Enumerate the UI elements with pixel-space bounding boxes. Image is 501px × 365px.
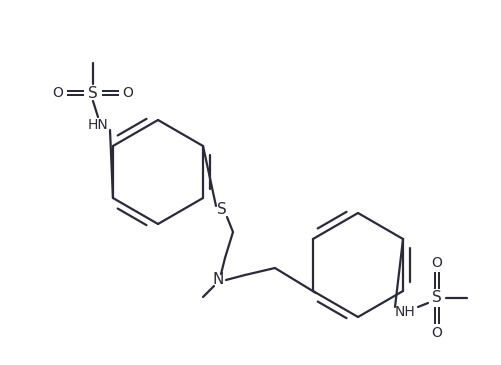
- Text: HN: HN: [88, 118, 108, 132]
- Text: N: N: [212, 273, 223, 288]
- Text: S: S: [88, 85, 98, 100]
- Text: O: O: [431, 256, 442, 270]
- Text: S: S: [217, 203, 227, 218]
- Text: O: O: [123, 86, 133, 100]
- Text: S: S: [432, 291, 442, 306]
- Text: O: O: [53, 86, 64, 100]
- Text: NH: NH: [395, 305, 415, 319]
- Text: O: O: [431, 326, 442, 340]
